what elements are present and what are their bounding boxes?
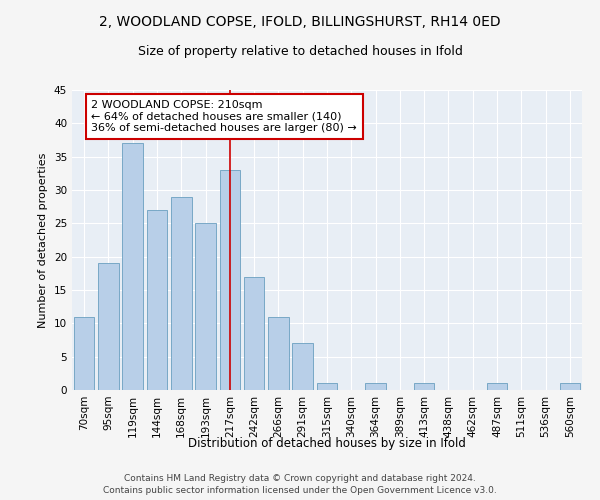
- Bar: [195, 224, 216, 390]
- Bar: [487, 384, 508, 390]
- Text: 2, WOODLAND COPSE, IFOLD, BILLINGSHURST, RH14 0ED: 2, WOODLAND COPSE, IFOLD, BILLINGSHURST,…: [99, 15, 501, 29]
- Bar: [171, 196, 191, 390]
- Text: Contains HM Land Registry data © Crown copyright and database right 2024.
Contai: Contains HM Land Registry data © Crown c…: [103, 474, 497, 495]
- Bar: [560, 384, 580, 390]
- Bar: [365, 384, 386, 390]
- Bar: [414, 384, 434, 390]
- Bar: [268, 316, 289, 390]
- Text: 2 WOODLAND COPSE: 210sqm
← 64% of detached houses are smaller (140)
36% of semi-: 2 WOODLAND COPSE: 210sqm ← 64% of detach…: [91, 100, 357, 133]
- Bar: [146, 210, 167, 390]
- Text: Size of property relative to detached houses in Ifold: Size of property relative to detached ho…: [137, 45, 463, 58]
- Bar: [244, 276, 265, 390]
- Bar: [220, 170, 240, 390]
- Bar: [292, 344, 313, 390]
- Bar: [317, 384, 337, 390]
- Bar: [74, 316, 94, 390]
- Text: Distribution of detached houses by size in Ifold: Distribution of detached houses by size …: [188, 438, 466, 450]
- Bar: [98, 264, 119, 390]
- Y-axis label: Number of detached properties: Number of detached properties: [38, 152, 49, 328]
- Bar: [122, 144, 143, 390]
